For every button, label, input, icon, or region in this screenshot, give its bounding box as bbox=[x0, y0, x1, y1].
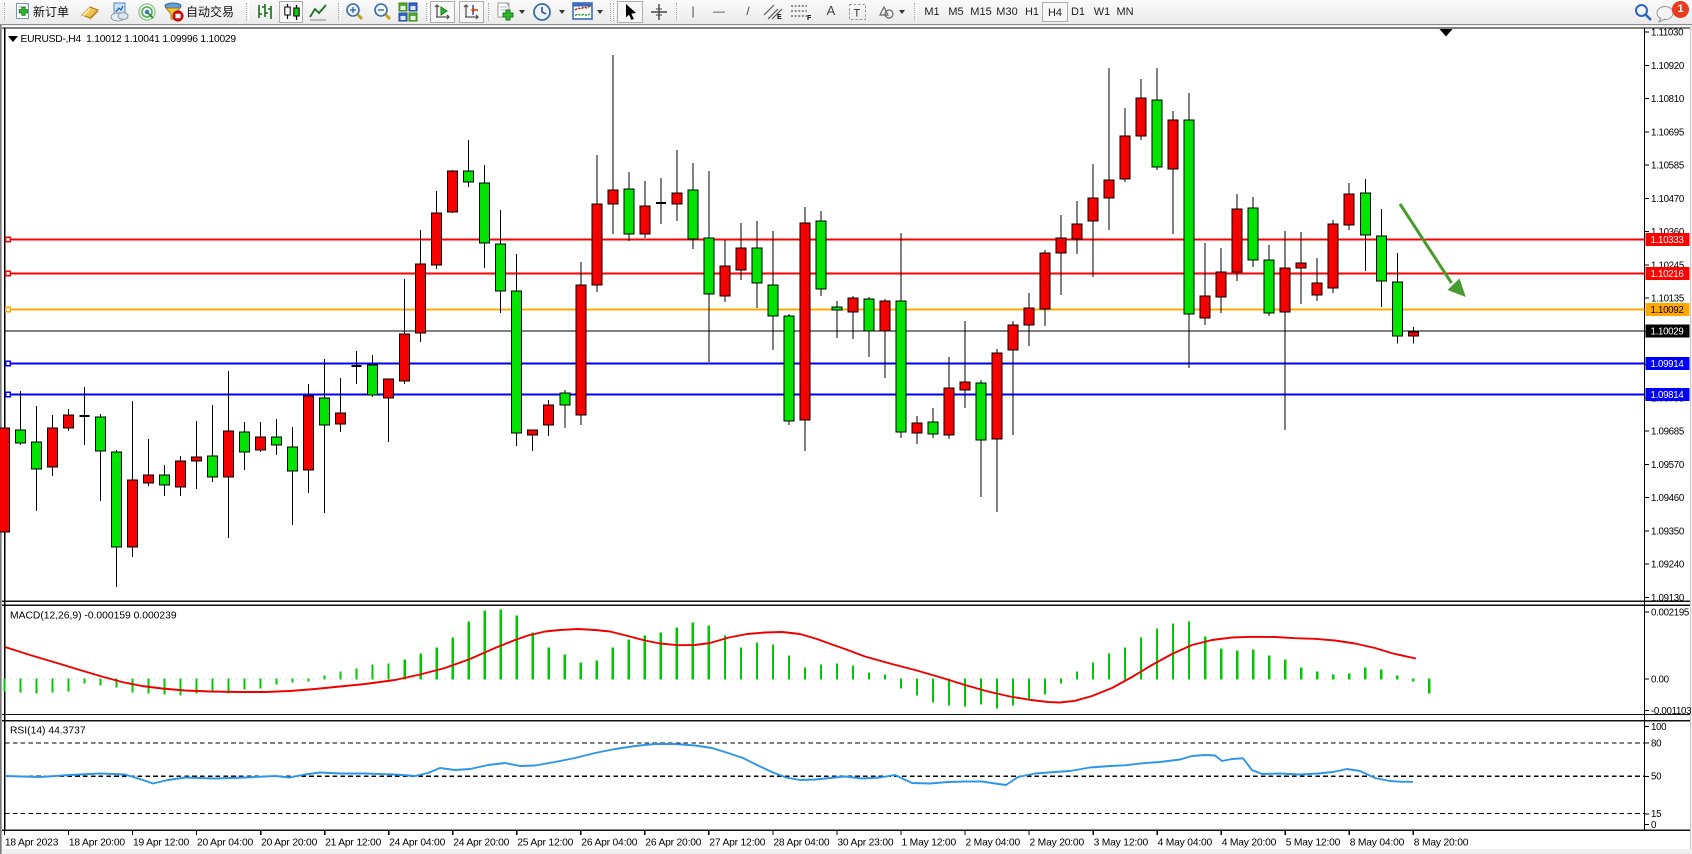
svg-text:2 May 04:00: 2 May 04:00 bbox=[966, 838, 1021, 849]
svg-text:21 Apr 12:00: 21 Apr 12:00 bbox=[325, 838, 381, 849]
svg-text:1.11030: 1.11030 bbox=[1651, 28, 1684, 39]
svg-text:1.10216: 1.10216 bbox=[1651, 269, 1684, 280]
svg-text:1.10135: 1.10135 bbox=[1651, 294, 1684, 305]
svg-text:19 Apr 12:00: 19 Apr 12:00 bbox=[133, 838, 189, 849]
svg-text:E: E bbox=[777, 14, 782, 21]
svg-text:80: 80 bbox=[1651, 738, 1662, 749]
svg-text:18 Apr 20:00: 18 Apr 20:00 bbox=[69, 838, 125, 849]
svg-text:4 May 04:00: 4 May 04:00 bbox=[1158, 838, 1213, 849]
svg-text:1.10920: 1.10920 bbox=[1651, 61, 1685, 72]
svg-text:28 Apr 04:00: 28 Apr 04:00 bbox=[773, 838, 829, 849]
svg-text:MACD(12,26,9) -0.000159 0.0002: MACD(12,26,9) -0.000159 0.000239 bbox=[10, 611, 177, 622]
svg-text:20 Apr 04:00: 20 Apr 04:00 bbox=[197, 838, 253, 849]
svg-text:18 Apr 2023: 18 Apr 2023 bbox=[5, 838, 59, 849]
svg-text:20 Apr 20:00: 20 Apr 20:00 bbox=[261, 838, 317, 849]
svg-text:5 May 12:00: 5 May 12:00 bbox=[1286, 838, 1341, 849]
svg-text:2 May 20:00: 2 May 20:00 bbox=[1030, 838, 1085, 849]
svg-text:0.002195: 0.002195 bbox=[1651, 607, 1689, 618]
svg-text:25 Apr 12:00: 25 Apr 12:00 bbox=[517, 838, 573, 849]
svg-text:26 Apr 20:00: 26 Apr 20:00 bbox=[645, 838, 701, 849]
svg-text:1.09570: 1.09570 bbox=[1651, 460, 1685, 471]
svg-text:1.10245: 1.10245 bbox=[1651, 260, 1684, 271]
svg-text:1.09914: 1.09914 bbox=[1651, 359, 1685, 370]
svg-text:1.09240: 1.09240 bbox=[1651, 560, 1685, 571]
svg-text:1.09460: 1.09460 bbox=[1651, 493, 1685, 504]
svg-text:1.10810: 1.10810 bbox=[1651, 94, 1685, 105]
svg-text:-0.001103: -0.001103 bbox=[1651, 706, 1691, 717]
svg-text:1.10333: 1.10333 bbox=[1651, 235, 1684, 246]
svg-text:15: 15 bbox=[1651, 809, 1661, 820]
svg-text:27 Apr 12:00: 27 Apr 12:00 bbox=[709, 838, 765, 849]
svg-text:RSI(14) 44.3737: RSI(14) 44.3737 bbox=[10, 726, 86, 737]
svg-text:8 May 04:00: 8 May 04:00 bbox=[1350, 838, 1405, 849]
svg-text:T: T bbox=[854, 8, 861, 20]
svg-text:24 Apr 20:00: 24 Apr 20:00 bbox=[453, 838, 509, 849]
svg-text:1.09685: 1.09685 bbox=[1651, 427, 1684, 438]
svg-text:3 May 12:00: 3 May 12:00 bbox=[1094, 838, 1149, 849]
svg-text:100: 100 bbox=[1651, 722, 1667, 733]
svg-text:26 Apr 04:00: 26 Apr 04:00 bbox=[581, 838, 637, 849]
svg-text:1 May 12:00: 1 May 12:00 bbox=[902, 838, 957, 849]
svg-text:EURUSD-,H4 1.10012 1.10041 1.: EURUSD-,H4 1.10012 1.10041 1.09996 1.100… bbox=[21, 34, 237, 45]
svg-text:1.10470: 1.10470 bbox=[1651, 194, 1685, 205]
svg-text:0.00: 0.00 bbox=[1651, 675, 1670, 686]
svg-text:1.09130: 1.09130 bbox=[1651, 593, 1685, 604]
svg-text:8 May 20:00: 8 May 20:00 bbox=[1414, 838, 1469, 849]
svg-text:F: F bbox=[807, 15, 812, 21]
svg-text:30 Apr 23:00: 30 Apr 23:00 bbox=[837, 838, 893, 849]
svg-text:1.09814: 1.09814 bbox=[1651, 390, 1685, 401]
svg-text:50: 50 bbox=[1651, 772, 1662, 783]
svg-text:1.10585: 1.10585 bbox=[1651, 161, 1684, 172]
svg-text:1.10360: 1.10360 bbox=[1651, 227, 1685, 238]
svg-text:1.10092: 1.10092 bbox=[1651, 305, 1684, 316]
svg-text:24 Apr 04:00: 24 Apr 04:00 bbox=[389, 838, 445, 849]
svg-text:1.09350: 1.09350 bbox=[1651, 526, 1685, 537]
svg-text:0: 0 bbox=[1651, 820, 1657, 831]
svg-text:4 May 20:00: 4 May 20:00 bbox=[1222, 838, 1277, 849]
svg-text:1.10029: 1.10029 bbox=[1651, 327, 1684, 338]
svg-text:1.10695: 1.10695 bbox=[1651, 127, 1684, 138]
